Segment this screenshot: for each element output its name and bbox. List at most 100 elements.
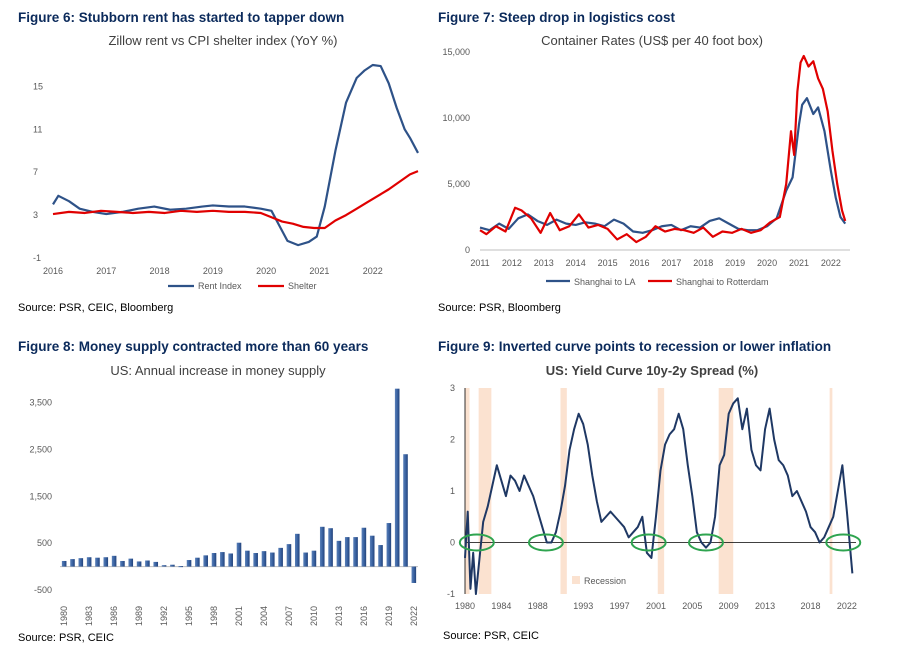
bar-1986 <box>111 555 117 567</box>
x-tick-label: 2018 <box>150 266 170 276</box>
bar-2014 <box>344 537 350 567</box>
x-tick-label: 2011 <box>470 258 489 268</box>
series-line-shanghai-la <box>479 97 847 234</box>
legend-label: Shanghai to Rotterdam <box>676 277 769 287</box>
x-tick-label: 2020 <box>757 258 777 268</box>
x-tick-label: 2022 <box>363 266 383 276</box>
recession-band <box>465 388 470 594</box>
bar-2003 <box>253 553 258 567</box>
bar-2020 <box>394 388 400 567</box>
bar-1984 <box>95 557 100 567</box>
x-tick-label: 2013 <box>334 606 344 626</box>
x-tick-label: 2022 <box>409 606 419 626</box>
bar-1994 <box>178 566 184 568</box>
x-tick-label: 2016 <box>359 606 369 626</box>
bar-1988 <box>128 558 134 567</box>
bar-2015 <box>353 537 358 567</box>
x-tick-label: 2018 <box>693 258 713 268</box>
y-tick-label: 2,500 <box>29 445 52 455</box>
bar-1987 <box>120 560 125 567</box>
x-tick-label: 2013 <box>755 601 775 611</box>
y-tick-label: 1 <box>450 486 455 496</box>
x-tick-label: 2012 <box>502 258 522 268</box>
bar-1980 <box>61 560 67 567</box>
y-tick-label: 3,500 <box>29 398 52 408</box>
recession-band <box>829 388 833 594</box>
y-tick-label: 1,500 <box>29 491 52 501</box>
x-tick-label: 1992 <box>159 606 169 626</box>
x-tick-label: 2014 <box>566 258 586 268</box>
figure-6-title: Figure 6: Stubborn rent has started to t… <box>18 10 345 25</box>
recession-band <box>718 388 734 594</box>
inversion-highlight-circle <box>825 533 862 552</box>
bar-1997 <box>203 555 208 567</box>
chart-subtitle: Container Rates (US$ per 40 foot box) <box>541 33 763 48</box>
y-tick-label: -1 <box>33 253 41 263</box>
y-tick-label: 0 <box>465 245 470 255</box>
figure-6-chart: Zillow rent vs CPI shelter index (YoY %)… <box>33 33 419 291</box>
x-tick-label: 2017 <box>661 258 681 268</box>
x-tick-label: 2019 <box>384 606 394 626</box>
x-tick-label: 2015 <box>598 258 618 268</box>
bar-2010 <box>311 550 317 567</box>
chart-subtitle: Zillow rent vs CPI shelter index (YoY %) <box>108 33 337 48</box>
y-tick-label: 11 <box>33 124 42 134</box>
y-tick-label: 0 <box>450 538 455 548</box>
chart-subtitle: US: Annual increase in money supply <box>110 363 326 378</box>
x-tick-label: 2017 <box>96 266 116 276</box>
x-tick-label: 2001 <box>646 601 666 611</box>
bar-1981 <box>70 559 75 567</box>
bar-2000 <box>228 553 233 567</box>
y-tick-label: 7 <box>33 167 38 177</box>
figure-8-chart: US: Annual increase in money supply -500 5… <box>29 363 419 626</box>
y-tick-label: 2 <box>450 435 455 445</box>
figure-9-source: Source: PSR, CEIC <box>443 630 539 642</box>
legend-label: Rent Index <box>198 281 242 291</box>
x-tick-label: 1989 <box>134 606 144 626</box>
y-tick-label: 10,000 <box>442 113 470 123</box>
y-tick-label: 15 <box>33 81 43 91</box>
y-tick-label: 3 <box>450 383 455 393</box>
figure-7-chart: Container Rates (US$ per 40 foot box) 0 5,… <box>442 33 850 287</box>
figure-6-source: Source: PSR, CEIC, Bloomberg <box>18 302 174 314</box>
x-tick-label: 1980 <box>59 606 69 626</box>
bar-2004 <box>261 551 267 567</box>
x-tick-label: 2022 <box>821 258 841 268</box>
legend-swatch <box>572 576 580 584</box>
x-tick-label: 2004 <box>259 606 269 626</box>
inversion-highlight-circle <box>458 533 495 552</box>
figure-8-title: Figure 8: Money supply contracted more t… <box>18 339 369 354</box>
series-line-shelter <box>52 170 419 230</box>
bar-1989 <box>136 561 142 567</box>
bar-2002 <box>245 550 250 567</box>
x-tick-label: 1986 <box>109 606 119 626</box>
bar-1990 <box>145 560 150 567</box>
x-tick-label: 2018 <box>801 601 821 611</box>
x-tick-label: 2010 <box>309 606 319 626</box>
bar-2001 <box>236 542 242 567</box>
bar-1999 <box>220 552 225 567</box>
inversion-highlight-circle <box>687 533 724 552</box>
x-tick-label: 2005 <box>682 601 702 611</box>
bar-2007 <box>286 544 292 567</box>
bar-2012 <box>328 528 333 567</box>
bar-2013 <box>336 540 342 567</box>
bar-1998 <box>211 553 217 567</box>
bar-2011 <box>319 526 325 567</box>
bar-2021 <box>403 454 408 567</box>
x-tick-label: 1997 <box>610 601 630 611</box>
y-tick-label: -500 <box>34 585 52 595</box>
bar-1996 <box>195 557 200 567</box>
bar-2019 <box>386 523 392 567</box>
inversion-highlight-circle <box>630 533 667 552</box>
bar-2005 <box>270 552 275 567</box>
bar-2006 <box>278 547 283 567</box>
figure-9-chart: US: Yield Curve 10y-2y Spread (%) -1 0 1 2 3 1… <box>447 363 862 611</box>
y-tick-label: 5,000 <box>447 179 470 189</box>
x-tick-label: 1993 <box>573 601 593 611</box>
bar-1983 <box>86 557 92 567</box>
y-tick-label: 3 <box>33 210 38 220</box>
x-tick-label: 2022 <box>837 601 857 611</box>
figure-8-source: Source: PSR, CEIC <box>18 632 114 644</box>
figure-7-source: Source: PSR, Bloomberg <box>438 302 561 314</box>
